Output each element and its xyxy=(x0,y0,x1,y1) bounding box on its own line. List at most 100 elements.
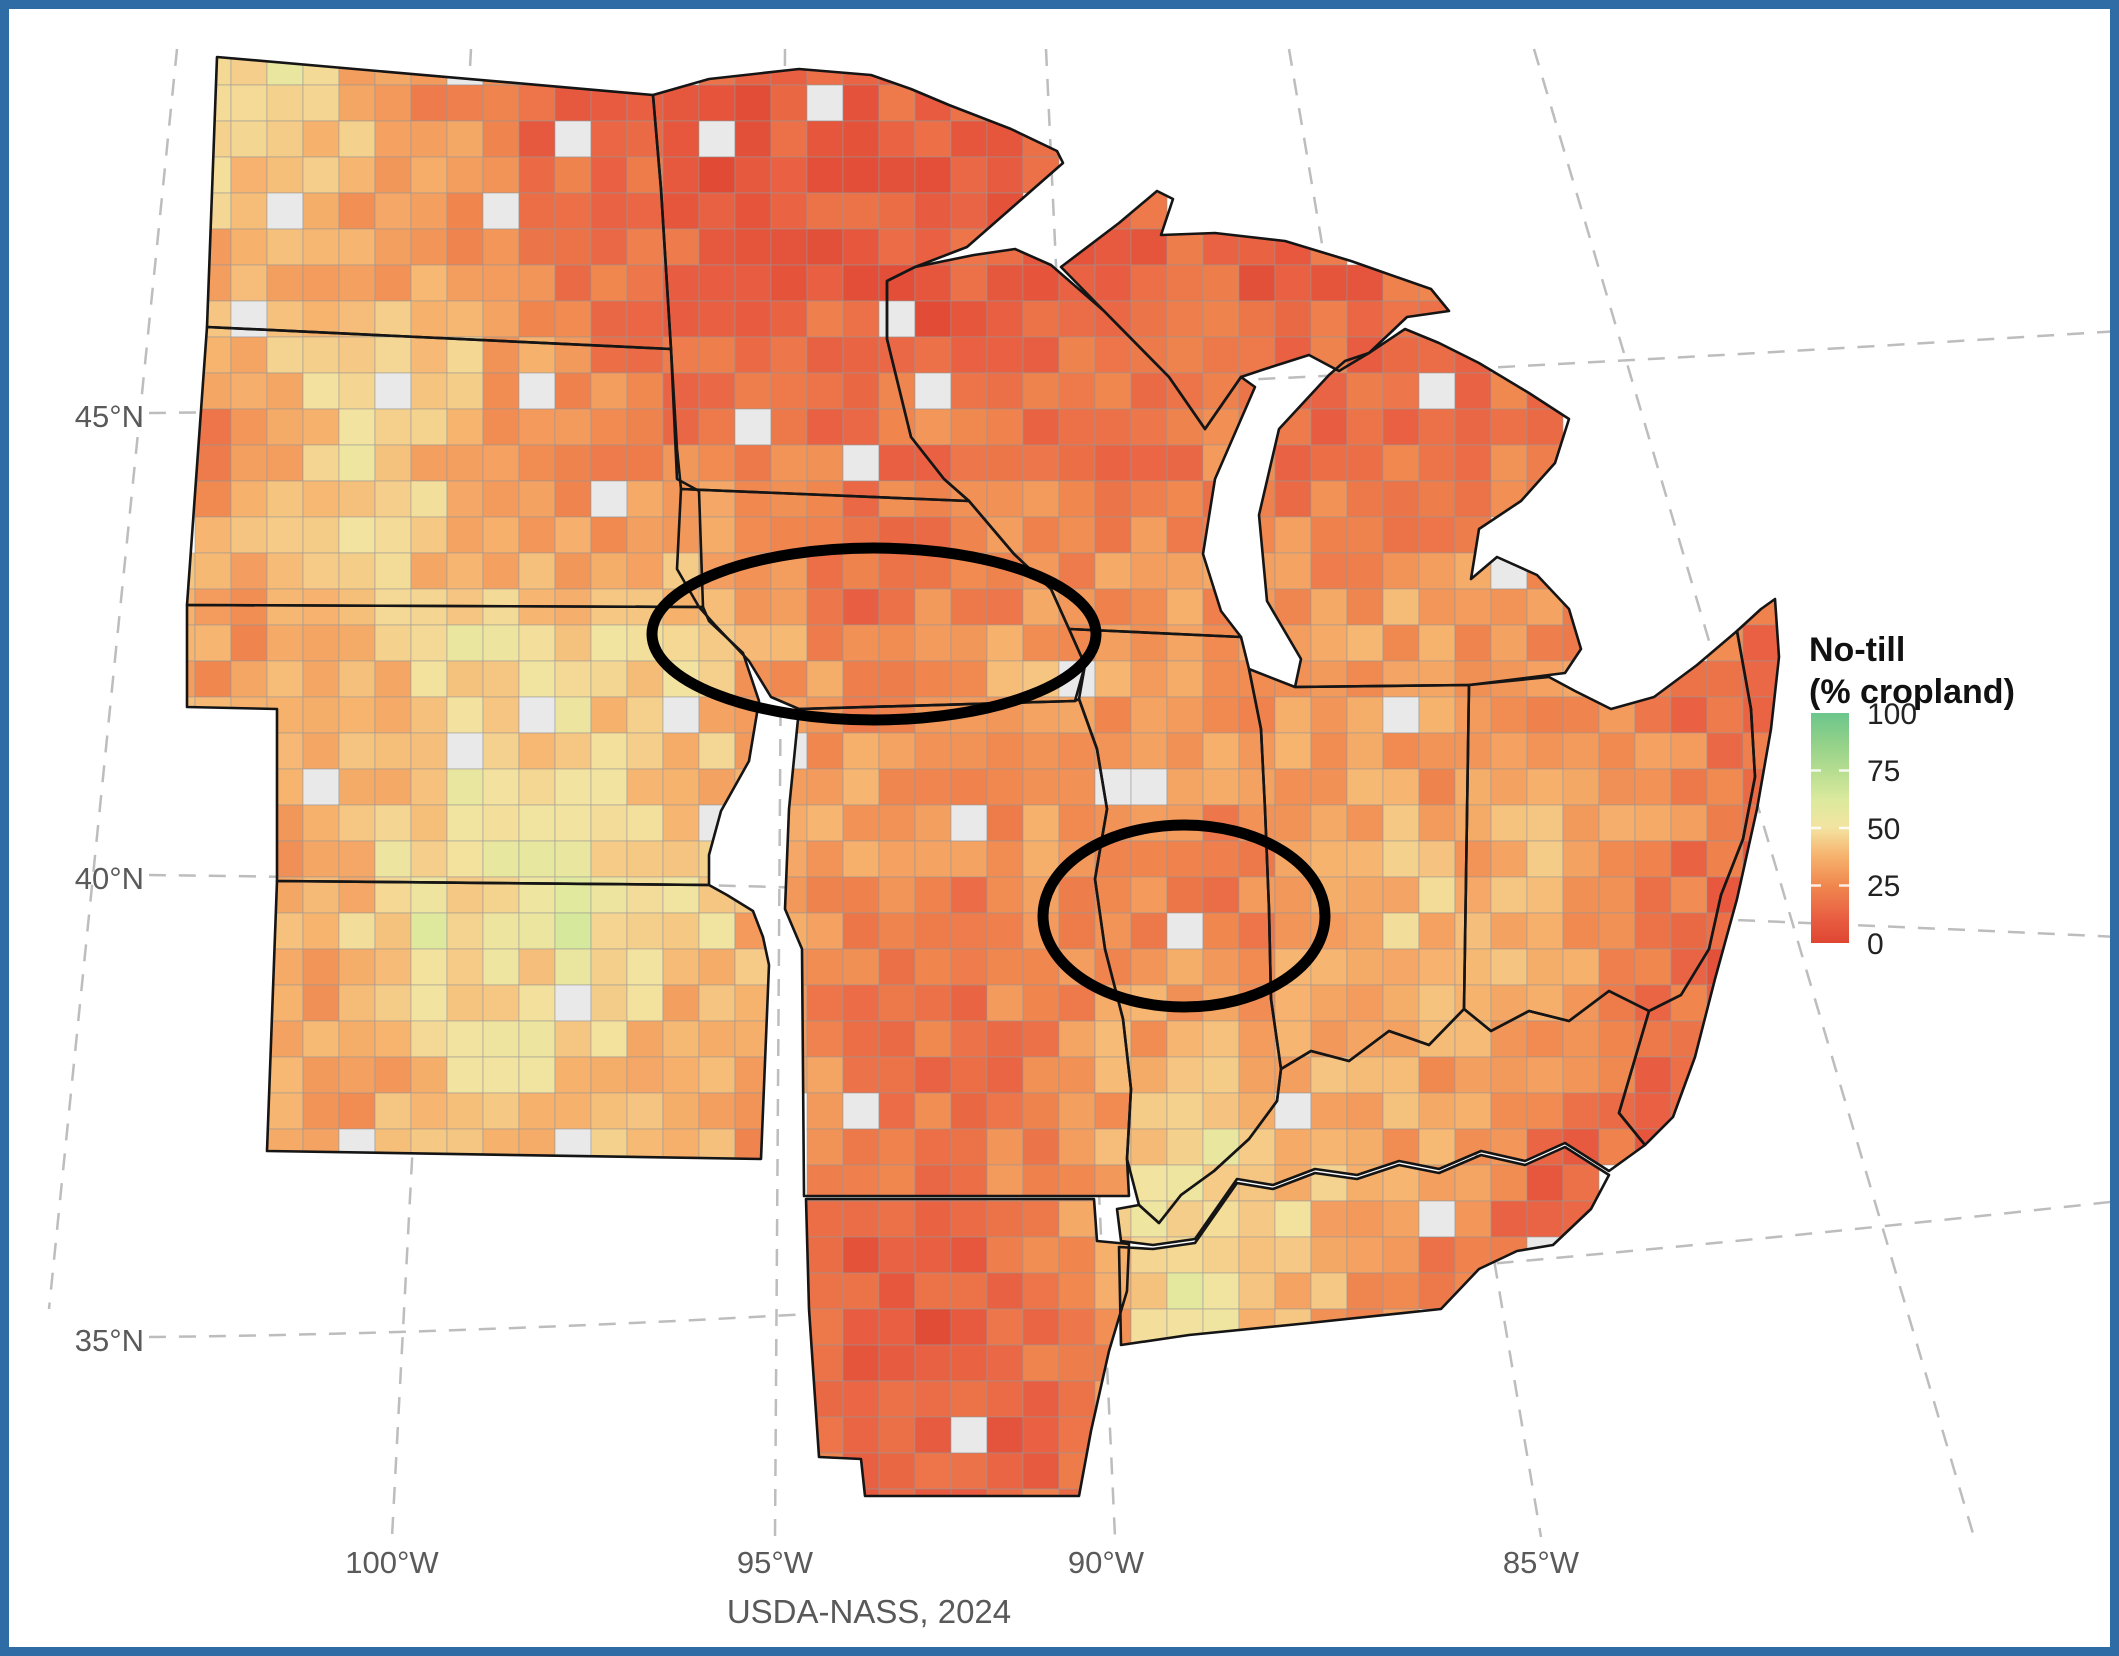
county-cell xyxy=(914,336,952,374)
county-cell xyxy=(806,1092,844,1130)
county-cell xyxy=(1238,1020,1276,1058)
county-cell xyxy=(842,876,880,914)
county-cell xyxy=(1310,840,1348,878)
county-cell xyxy=(1166,1020,1204,1058)
county-cell xyxy=(1058,1344,1096,1382)
county-cell xyxy=(626,336,664,374)
county-cell xyxy=(1634,840,1672,878)
county-cell xyxy=(1310,624,1348,662)
county-cell xyxy=(1058,768,1096,806)
county-cell xyxy=(914,300,952,338)
county-cell xyxy=(986,408,1024,446)
county-cell xyxy=(446,156,484,194)
county-cell xyxy=(446,660,484,698)
county-cell xyxy=(1058,912,1096,950)
county-cell xyxy=(230,660,268,698)
county-cell xyxy=(338,516,376,554)
county-cell xyxy=(266,192,304,230)
county-cell xyxy=(734,984,772,1022)
county-cell xyxy=(1094,1128,1132,1166)
county-cell xyxy=(986,660,1024,698)
county-cell xyxy=(446,732,484,770)
county-cell xyxy=(518,1092,556,1130)
county-cell xyxy=(1058,1200,1096,1238)
county-cell xyxy=(1346,1164,1384,1202)
county-cell xyxy=(194,336,232,374)
county-cell xyxy=(878,1488,916,1496)
county-cell xyxy=(914,984,952,1022)
county-cell xyxy=(1022,1380,1060,1418)
county-cell xyxy=(590,768,628,806)
county-cell xyxy=(1202,948,1240,986)
county-cell xyxy=(338,984,376,1022)
county-cell xyxy=(1418,984,1456,1022)
county-cell xyxy=(1670,732,1708,770)
county-cell xyxy=(770,444,808,482)
county-cell xyxy=(1274,300,1312,338)
county-cell xyxy=(1238,264,1276,302)
legend-title-line1: No-till xyxy=(1809,631,1905,669)
county-cell xyxy=(1274,768,1312,806)
county-cell xyxy=(770,300,808,338)
county-cell xyxy=(590,876,628,914)
county-cell xyxy=(914,1020,952,1058)
county-cell xyxy=(554,804,592,842)
county-cell xyxy=(914,1092,952,1130)
county-cell xyxy=(554,120,592,158)
county-cell xyxy=(1094,444,1132,482)
county-cell xyxy=(338,300,376,338)
county-cell xyxy=(518,660,556,698)
county-cell xyxy=(1166,408,1204,446)
county-cell xyxy=(842,480,880,518)
county-cell xyxy=(1202,840,1240,878)
county-cell xyxy=(878,768,916,806)
county-cell xyxy=(1670,840,1708,878)
county-cell xyxy=(878,1128,916,1166)
county-cell xyxy=(374,336,412,374)
county-cell xyxy=(878,1344,916,1382)
county-cell xyxy=(1202,1308,1240,1346)
county-cell xyxy=(1454,876,1492,914)
county-cell xyxy=(302,696,340,734)
county-cell xyxy=(1418,948,1456,986)
county-cell xyxy=(554,660,592,698)
county-cell xyxy=(1562,840,1600,878)
county-cell xyxy=(914,156,952,194)
county-cell xyxy=(1418,732,1456,770)
county-cell xyxy=(1022,1272,1060,1310)
county-cell xyxy=(410,480,448,518)
county-cell xyxy=(1526,588,1564,626)
county-cell xyxy=(986,588,1024,626)
county-cell xyxy=(734,84,772,122)
county-cell xyxy=(734,372,772,410)
county-cell xyxy=(1310,1128,1348,1166)
county-cell xyxy=(374,912,412,950)
county-cell xyxy=(1022,1344,1060,1382)
county-cell xyxy=(1526,408,1564,446)
county-cell xyxy=(1562,624,1600,662)
county-cell xyxy=(1166,768,1204,806)
county-cell xyxy=(554,1092,592,1130)
county-cell xyxy=(806,660,844,698)
county-cell xyxy=(1202,768,1240,806)
county-cell xyxy=(1166,624,1204,662)
county-cell xyxy=(914,804,952,842)
county-cell xyxy=(878,1092,916,1130)
county-cell xyxy=(1274,984,1312,1022)
county-cell xyxy=(554,1020,592,1058)
county-cell xyxy=(1274,264,1312,302)
county-cell xyxy=(734,120,772,158)
county-cell xyxy=(1562,1020,1600,1058)
county-cell xyxy=(986,156,1024,194)
county-cell xyxy=(1058,1308,1096,1346)
county-cell xyxy=(1454,1056,1492,1094)
county-cell xyxy=(734,516,772,554)
county-cell xyxy=(626,732,664,770)
county-cell xyxy=(1130,1092,1168,1130)
county-cell xyxy=(1706,840,1744,878)
county-cell xyxy=(338,768,376,806)
county-cell xyxy=(698,228,736,266)
county-cell xyxy=(410,552,448,590)
county-cell xyxy=(1418,912,1456,950)
county-cell xyxy=(482,768,520,806)
